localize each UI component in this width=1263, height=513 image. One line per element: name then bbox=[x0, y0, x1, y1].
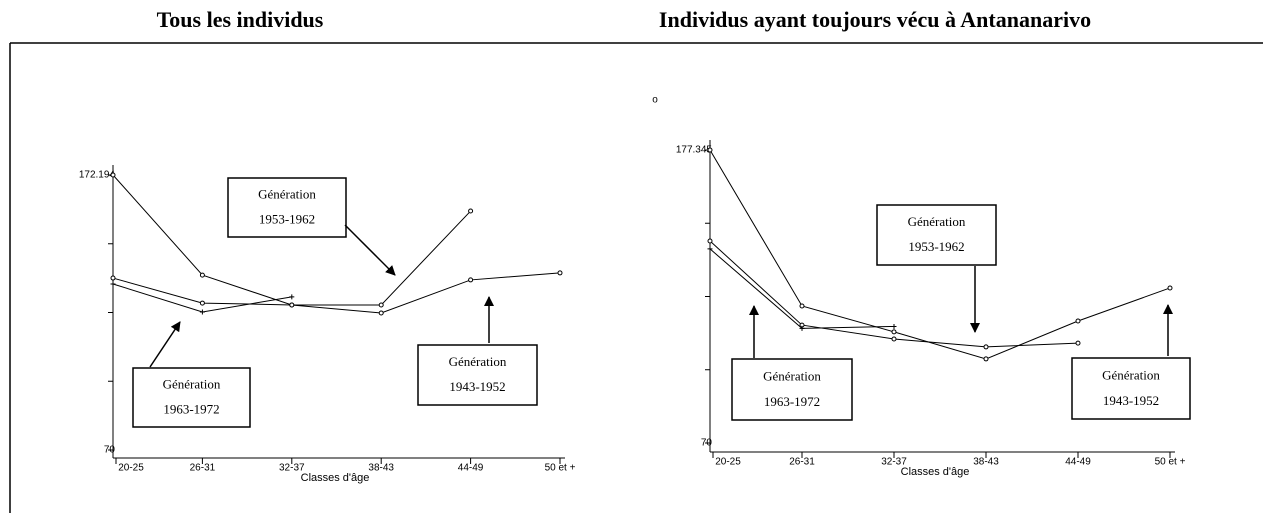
point-marker bbox=[1075, 318, 1081, 324]
point-marker bbox=[468, 277, 474, 283]
annotation-text: Génération bbox=[258, 187, 316, 202]
stray-mark: o bbox=[652, 95, 658, 106]
x-tick-label: 44-49 bbox=[1065, 457, 1091, 468]
point-marker bbox=[799, 303, 805, 309]
point-marker bbox=[289, 302, 295, 308]
x-tick-label: 44-49 bbox=[458, 463, 484, 474]
x-tick-label: 20-25 bbox=[118, 463, 144, 474]
series-line bbox=[112, 283, 292, 313]
point-marker bbox=[468, 208, 474, 214]
point-marker bbox=[378, 310, 384, 316]
point-marker bbox=[110, 172, 116, 178]
point-marker bbox=[110, 275, 116, 281]
point-marker bbox=[199, 272, 205, 278]
point-marker bbox=[891, 329, 897, 335]
y-tick-label: 70 bbox=[104, 445, 116, 456]
point-marker bbox=[199, 300, 205, 306]
annotation-arrow bbox=[149, 321, 181, 368]
series-line bbox=[709, 149, 1171, 360]
point-marker bbox=[707, 246, 713, 252]
y-tick-label: 177.345 bbox=[676, 145, 713, 156]
point-marker bbox=[378, 302, 384, 308]
x-tick-label: 38-43 bbox=[368, 463, 394, 474]
annotation-period: 1953-1962 bbox=[908, 239, 964, 254]
annotation-text: Génération bbox=[1102, 367, 1160, 382]
x-tick-label: 38-43 bbox=[973, 457, 999, 468]
annotation-text: Génération bbox=[763, 368, 821, 383]
x-tick-label: 50 et + bbox=[545, 463, 576, 474]
annotation-box bbox=[876, 204, 997, 266]
annotation-box bbox=[417, 344, 538, 406]
annotation-box bbox=[132, 367, 251, 428]
point-marker bbox=[1167, 285, 1173, 291]
x-axis-label: Classes d'âge bbox=[901, 466, 970, 478]
x-tick-label: 26-31 bbox=[190, 463, 216, 474]
x-tick-label: 26-31 bbox=[789, 457, 815, 468]
y-tick-label: 172.194 bbox=[79, 170, 116, 181]
x-tick-label: 32-37 bbox=[881, 457, 907, 468]
annotation-period: 1963-1972 bbox=[764, 394, 820, 409]
annotation-box bbox=[731, 358, 853, 421]
annotation-box bbox=[227, 177, 347, 238]
point-marker bbox=[557, 270, 563, 276]
x-tick-label: 32-37 bbox=[279, 463, 305, 474]
annotation-period: 1963-1972 bbox=[163, 401, 219, 416]
annotation-period: 1943-1952 bbox=[449, 379, 505, 394]
annotation-text: Génération bbox=[449, 354, 507, 369]
annotation-period: 1953-1962 bbox=[259, 211, 315, 226]
point-marker bbox=[983, 344, 989, 350]
annotation-arrow bbox=[344, 224, 396, 276]
series-line bbox=[709, 248, 895, 329]
annotation-text: Génération bbox=[163, 377, 221, 392]
x-tick-label: 50 et + bbox=[1155, 457, 1186, 468]
point-marker bbox=[707, 147, 713, 153]
chart-title: Individus ayant toujours vécu à Antanana… bbox=[659, 7, 1091, 32]
x-axis-label: Classes d'âge bbox=[301, 472, 370, 484]
point-marker bbox=[707, 238, 713, 244]
annotation-box bbox=[1071, 357, 1191, 420]
y-tick-label: 70 bbox=[701, 438, 713, 449]
point-marker bbox=[1075, 340, 1081, 346]
point-marker bbox=[110, 281, 116, 287]
point-marker bbox=[983, 356, 989, 362]
point-marker bbox=[289, 294, 295, 300]
chart-title: Tous les individus bbox=[157, 7, 324, 32]
annotation-period: 1943-1952 bbox=[1103, 393, 1159, 408]
annotation-text: Génération bbox=[908, 214, 966, 229]
point-marker bbox=[799, 325, 805, 331]
x-tick-label: 20-25 bbox=[715, 457, 741, 468]
point-marker bbox=[891, 323, 897, 329]
point-marker bbox=[199, 309, 205, 315]
point-marker bbox=[891, 336, 897, 342]
series-line bbox=[112, 272, 561, 314]
